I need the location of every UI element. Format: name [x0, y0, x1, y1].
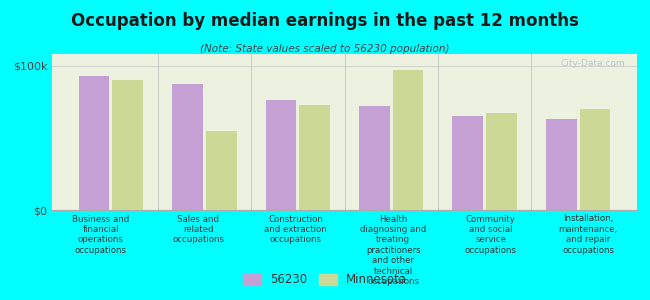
Bar: [172, 84, 203, 210]
Bar: [265, 100, 296, 210]
Text: Sales and
related
occupations: Sales and related occupations: [172, 214, 224, 244]
Bar: [452, 116, 484, 210]
Text: Occupation by median earnings in the past 12 months: Occupation by median earnings in the pas…: [71, 12, 579, 30]
Text: Business and
financial
operations
occupations: Business and financial operations occupa…: [72, 214, 129, 255]
Text: Construction
and extraction
occupations: Construction and extraction occupations: [265, 214, 327, 244]
Bar: [546, 119, 577, 210]
Bar: [299, 105, 330, 210]
Bar: [205, 130, 237, 210]
Bar: [486, 113, 517, 210]
Bar: [580, 109, 610, 210]
Text: Installation,
maintenance,
and repair
occupations: Installation, maintenance, and repair oc…: [558, 214, 618, 255]
Bar: [359, 106, 390, 210]
Legend: 56230, Minnesota: 56230, Minnesota: [238, 269, 412, 291]
Text: Health
diagnosing and
treating
practitioners
and other
technical
occupations: Health diagnosing and treating practitio…: [360, 214, 426, 286]
Text: (Note: State values scaled to 56230 population): (Note: State values scaled to 56230 popu…: [200, 44, 450, 53]
Bar: [393, 70, 424, 210]
Text: Community
and social
service
occupations: Community and social service occupations: [465, 214, 517, 255]
Bar: [79, 76, 109, 210]
Text: City-Data.com: City-Data.com: [561, 59, 625, 68]
Bar: [112, 80, 143, 210]
